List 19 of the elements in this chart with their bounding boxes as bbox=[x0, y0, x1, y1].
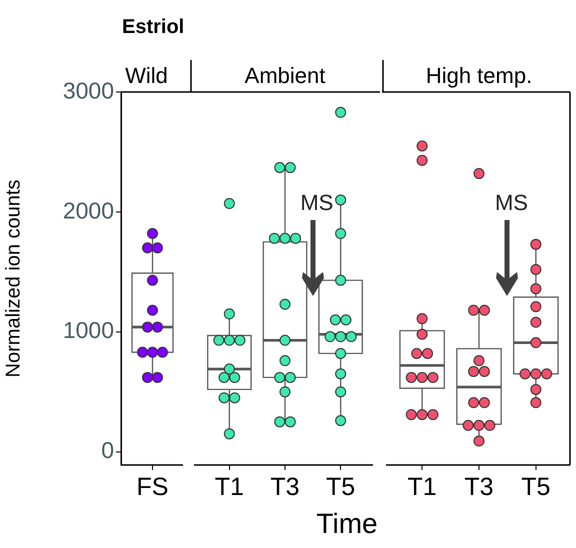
x-tick-label: T5 bbox=[326, 472, 356, 501]
y-tick-label: 3000 bbox=[62, 77, 114, 104]
chart-subtitle: Wild bbox=[125, 63, 168, 88]
x-axis-title: Time bbox=[316, 508, 378, 540]
annotation: MS bbox=[300, 190, 334, 216]
chart-subtitle: Ambient bbox=[244, 63, 326, 88]
chart-subtitle: High temp. bbox=[426, 63, 532, 88]
x-tick-label: T3 bbox=[464, 472, 494, 501]
y-tick-label: 0 bbox=[101, 437, 114, 464]
y-tick-label: 2000 bbox=[62, 197, 114, 224]
y-axis-title: Normalized ion counts bbox=[2, 180, 25, 378]
y-tick-label: 1000 bbox=[62, 317, 114, 344]
x-tick-label: T3 bbox=[270, 472, 300, 501]
x-tick-label: T1 bbox=[408, 472, 437, 501]
x-tick-label: T5 bbox=[521, 472, 550, 501]
x-tick-label: T1 bbox=[214, 472, 244, 501]
annotation: MS bbox=[494, 190, 528, 216]
chart-title: Estriol bbox=[122, 16, 184, 39]
x-tick-label: FS bbox=[136, 472, 168, 501]
